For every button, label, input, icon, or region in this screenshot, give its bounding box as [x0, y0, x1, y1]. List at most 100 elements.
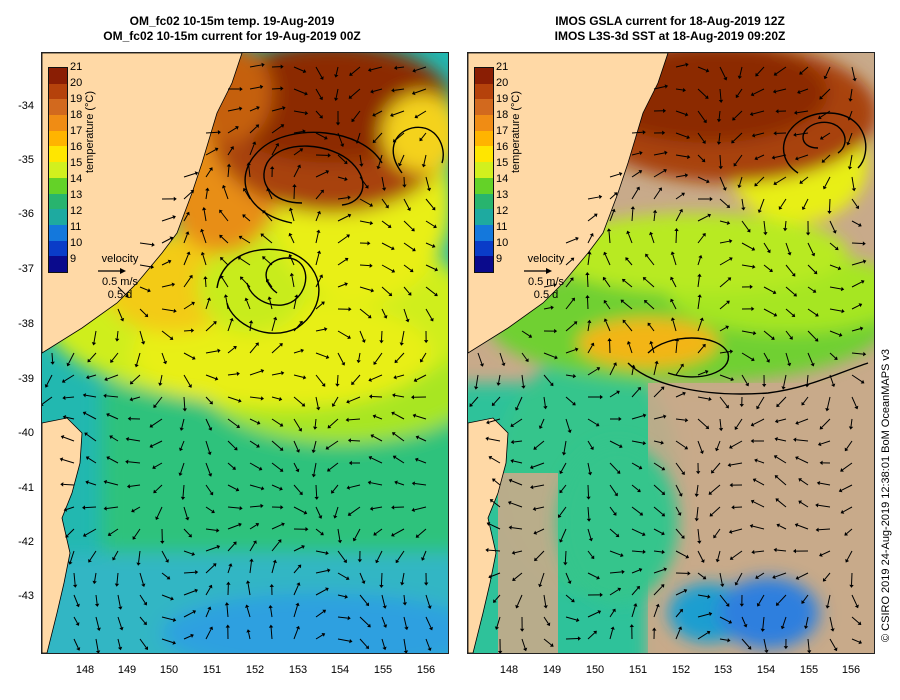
velocity-arrowhead [421, 557, 426, 561]
velocity-arrowhead [534, 557, 538, 562]
velocity-arrow [161, 261, 169, 266]
velocity-arrow [851, 304, 860, 310]
velocity-arrowhead [798, 500, 803, 505]
velocity-arrowhead [706, 630, 711, 635]
velocity-arrow [271, 107, 283, 112]
velocity-arrowhead [638, 567, 643, 573]
velocity-arrowhead [854, 405, 859, 410]
velocity-arrowhead [244, 297, 249, 302]
velocity-arrowhead [655, 603, 660, 608]
velocity-arrowhead [216, 528, 220, 533]
velocity-arrow [774, 572, 787, 578]
velocity-arrow [675, 528, 683, 537]
colorbar-segment [475, 162, 493, 178]
colorbar-segment [475, 224, 493, 241]
velocity-arrow [337, 572, 348, 579]
velocity-arrowhead [485, 547, 489, 553]
velocity-arrow [396, 482, 405, 486]
velocity-arrowhead [87, 358, 92, 363]
velocity-arrowhead [750, 499, 755, 504]
velocity-arrow [543, 284, 554, 288]
velocity-arrowhead [226, 163, 232, 167]
velocity-arrow [719, 418, 722, 429]
velocity-arrow [227, 108, 240, 112]
velocity-arrowhead [755, 575, 759, 579]
velocity-arrowhead [427, 605, 432, 609]
velocity-arrow [631, 440, 644, 444]
velocity-arrowhead [112, 556, 117, 561]
velocity-arrow [535, 550, 545, 560]
velocity-arrowhead [235, 126, 239, 130]
velocity-arrowhead [327, 153, 331, 158]
velocity-arrowhead [208, 427, 213, 431]
lon-label: 152 [671, 664, 691, 676]
velocity-arrow [498, 374, 501, 383]
lon-label: 150 [159, 664, 179, 676]
velocity-arrowhead [220, 257, 224, 261]
velocity-arrow [609, 173, 620, 178]
velocity-arrow [717, 550, 721, 560]
velocity-arrow [249, 440, 258, 447]
velocity-arrowhead [858, 640, 863, 645]
velocity-arrow [741, 352, 753, 360]
velocity-arrow [183, 277, 192, 288]
velocity-arrow [203, 209, 207, 222]
velocity-arrowhead [279, 486, 283, 491]
velocity-arrowhead [109, 435, 114, 440]
velocity-arrow [822, 132, 831, 139]
velocity-arrow [675, 88, 684, 91]
velocity-arrow [425, 616, 432, 628]
velocity-arrowhead [848, 426, 854, 430]
velocity-arrowhead [346, 399, 350, 404]
velocity-arrow [227, 543, 235, 552]
velocity-arrow [714, 528, 721, 537]
velocity-arrow [626, 259, 633, 266]
velocity-arrowhead [661, 491, 666, 495]
velocity-arrowhead [756, 405, 761, 410]
velocity-arrowhead [538, 583, 543, 588]
velocity-arrow [42, 396, 53, 405]
velocity-arrowhead [236, 424, 240, 428]
velocity-arrow [753, 88, 765, 95]
velocity-arrowhead [223, 294, 229, 298]
velocity-arrow [697, 371, 706, 376]
velocity-arrowhead [381, 187, 387, 191]
velocity-arrowhead [129, 380, 134, 385]
velocity-arrow [327, 440, 339, 449]
velocity-arrowhead [708, 611, 713, 617]
velocity-arrowhead [343, 160, 348, 165]
velocity-arrowhead [411, 507, 415, 513]
velocity-arrowhead [599, 592, 603, 598]
velocity-arrowhead [783, 646, 789, 650]
velocity-arrow [399, 154, 405, 164]
velocity-arrowhead [259, 84, 264, 90]
colorbar-label: temperature (°C) [510, 90, 522, 173]
velocity-arrow [117, 308, 123, 319]
velocity-arrow [359, 308, 370, 317]
velocity-arrow [644, 278, 655, 288]
velocity-arrowhead [233, 446, 238, 451]
velocity-arrow [133, 528, 141, 538]
velocity-arrow [337, 132, 343, 145]
velocity-arrowhead [588, 537, 593, 542]
velocity-arrow [249, 344, 258, 354]
velocity-arrow [785, 352, 790, 364]
velocity-arrowhead [424, 582, 429, 586]
velocity-arrowhead [95, 650, 101, 653]
velocity-arrowhead [349, 638, 353, 644]
velocity-arrowhead [266, 278, 270, 283]
velocity-arrow [348, 396, 361, 403]
velocity-arrowhead [357, 559, 363, 563]
velocity-arrowhead [496, 382, 501, 386]
velocity-arrowhead [180, 496, 186, 500]
velocity-arrow [733, 132, 743, 142]
temperature-colorbar [48, 67, 68, 273]
velocity-arrow [416, 110, 427, 117]
velocity-arrow [802, 396, 809, 404]
velocity-arrowhead [275, 142, 280, 147]
velocity-arrow [756, 154, 765, 159]
velocity-arrowhead [208, 584, 213, 589]
velocity-arrow [609, 440, 621, 447]
velocity-arrow [535, 528, 545, 534]
velocity-arrow [227, 148, 233, 156]
